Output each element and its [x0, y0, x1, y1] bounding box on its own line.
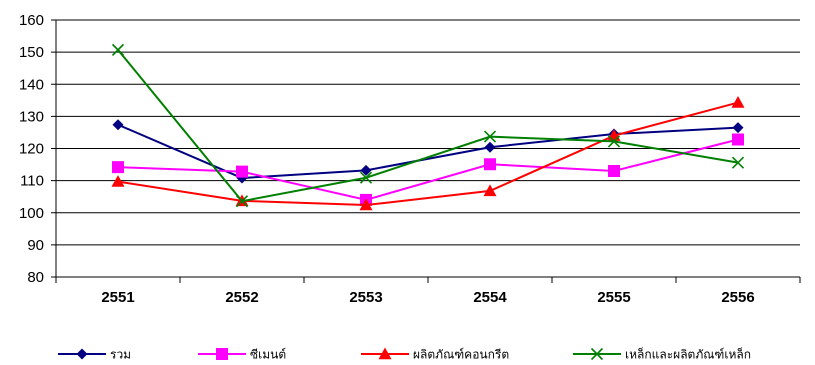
- legend-label: ซีเมนต์: [250, 348, 286, 362]
- y-tick-label: 80: [27, 269, 44, 286]
- x-tick-label: 2555: [597, 289, 630, 306]
- series-4: [111, 43, 745, 208]
- series-3: [111, 96, 745, 211]
- legend-label: เหล็กและผลิตภัณฑ์เหล็ก: [625, 347, 751, 362]
- data-point-marker: [235, 195, 249, 208]
- legend-item: ผลิตภัณฑ์คอนกรีต: [361, 347, 509, 362]
- legend-label: ผลิตภัณฑ์คอนกรีต: [413, 348, 509, 362]
- data-point-marker: [607, 135, 621, 148]
- data-point-marker: [483, 130, 497, 143]
- y-tick-label: 140: [19, 76, 44, 93]
- data-point-marker: [360, 164, 372, 176]
- legend-item: เหล็กและผลิตภัณฑ์เหล็ก: [573, 347, 751, 362]
- data-point-marker: [484, 158, 496, 171]
- data-point-marker: [359, 198, 373, 211]
- series-line: [117, 101, 739, 207]
- data-point-marker: [731, 156, 745, 169]
- x-tick-label: 2552: [225, 289, 258, 306]
- y-tick-label: 150: [19, 44, 44, 61]
- data-point-marker: [111, 175, 125, 187]
- series-layer: [111, 43, 745, 211]
- data-point-marker: [236, 165, 248, 178]
- legend-label: รวม: [110, 348, 131, 362]
- grid-layer: [56, 19, 800, 246]
- x-tick-label: 2556: [721, 289, 754, 306]
- legend-marker: [216, 348, 228, 360]
- series-1: [112, 119, 744, 184]
- series-line: [117, 123, 739, 180]
- series-line: [117, 138, 739, 201]
- data-point-marker: [732, 133, 744, 146]
- data-point-marker: [731, 96, 745, 108]
- x-tick-label: 2551: [101, 289, 134, 306]
- y-tick-label: 90: [27, 237, 44, 254]
- legend-item: ซีเมนต์: [198, 348, 286, 362]
- data-point-marker: [483, 184, 497, 197]
- data-point-marker: [484, 141, 496, 153]
- y-tick-label: 130: [19, 108, 44, 125]
- data-point-marker: [111, 43, 125, 56]
- data-point-marker: [608, 164, 620, 177]
- legend-marker: [76, 348, 88, 360]
- data-point-marker: [359, 171, 373, 184]
- x-tick-label: 2553: [349, 289, 382, 306]
- x-tick-label: 2554: [473, 289, 507, 306]
- data-point-marker: [732, 122, 744, 134]
- legend-marker: [590, 347, 604, 361]
- data-point-marker: [112, 119, 124, 131]
- data-point-marker: [112, 161, 124, 174]
- y-tick-label: 120: [19, 141, 44, 158]
- series-line: [117, 49, 739, 203]
- legend-item: รวม: [58, 348, 131, 362]
- axis-layer: 80 90 100 110 120 130 140 150 160 2551 2552 2553 255…: [19, 12, 801, 306]
- y-tick-label: 100: [19, 205, 44, 222]
- y-tick-label: 110: [20, 173, 44, 190]
- legend: รวม ซีเมนต์ ผลิตภัณฑ์คอนกรีต เหล็กและผลิตภั…: [58, 347, 751, 362]
- y-tick-label: 160: [19, 12, 44, 29]
- legend-marker: [378, 347, 392, 360]
